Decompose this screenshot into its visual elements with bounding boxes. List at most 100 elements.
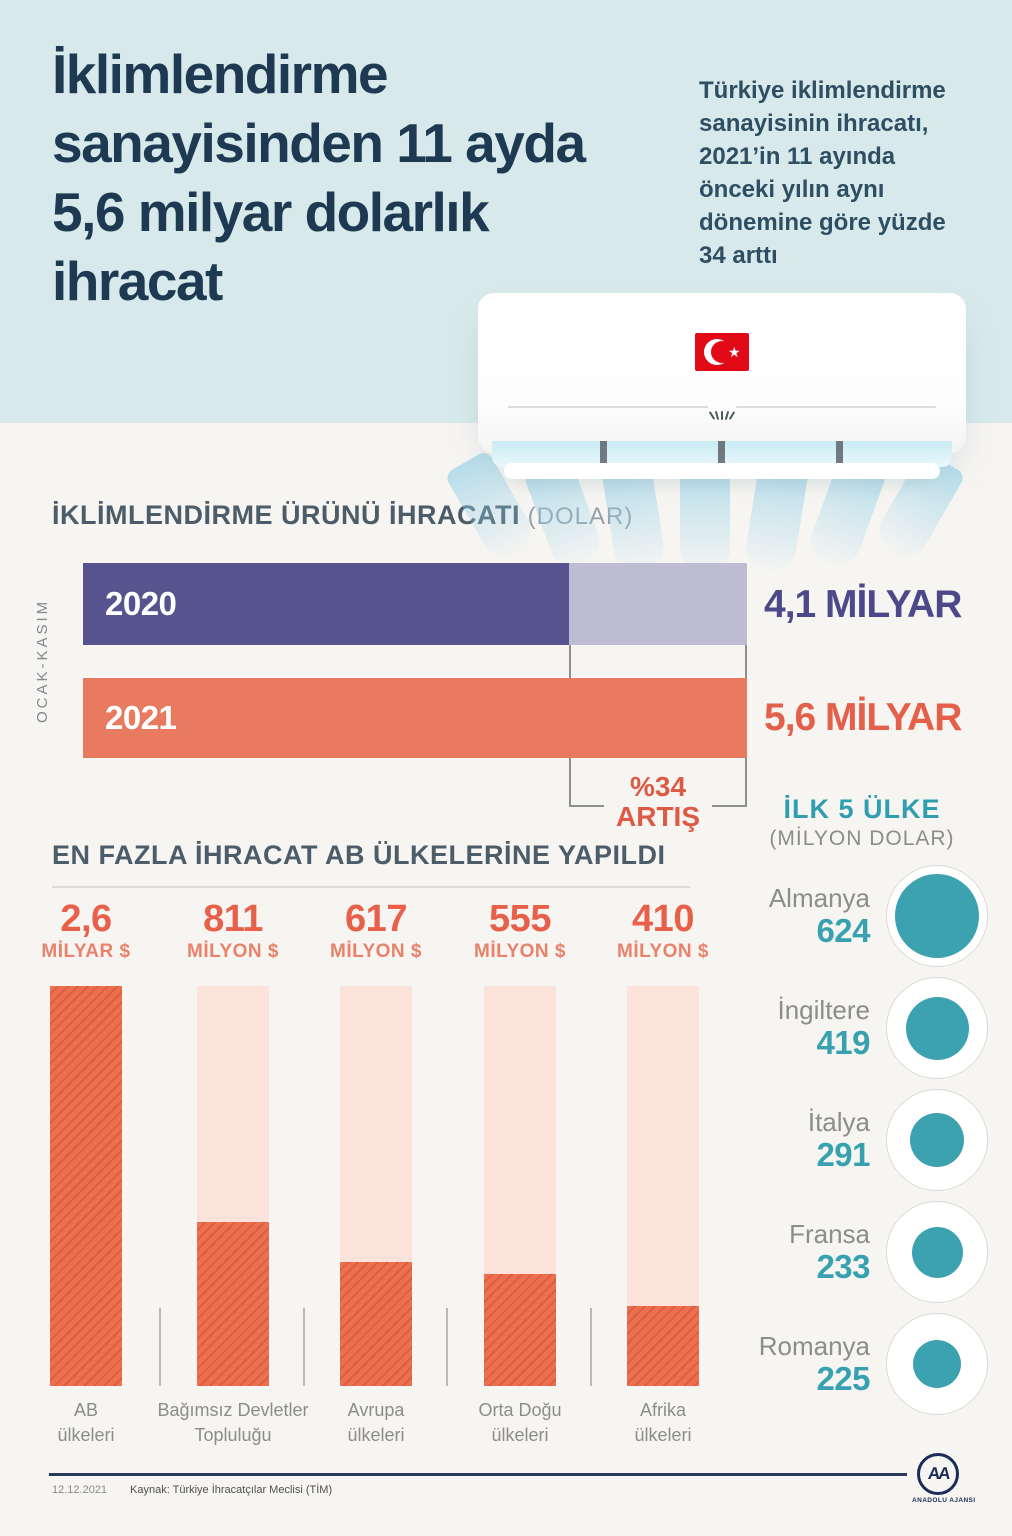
top5-panel-header: İLK 5 ÜLKE (MİLYON DOLAR): [742, 793, 982, 853]
ac-flap: [504, 463, 940, 479]
export-bar-column: 410 MİLYON $ Afrika ülkeleri: [590, 898, 736, 1450]
top5-title: İLK 5 ÜLKE: [783, 794, 941, 824]
top5-item: Almanya 624: [736, 860, 988, 972]
footer-date: 12.12.2021: [52, 1484, 108, 1496]
column-divider: [446, 1308, 448, 1386]
bar-fill: [627, 1306, 699, 1386]
ac-unit: ★: [478, 293, 966, 479]
headline-line: ihracat: [52, 250, 223, 312]
column-label: Bağımsız Devletler Topluluğu: [150, 1398, 316, 1448]
column-divider: [590, 1308, 592, 1386]
top5-item-text: İngiltere 419: [736, 995, 886, 1061]
top5-item: Fransa 233: [736, 1196, 988, 1308]
column-value: 2,6: [60, 898, 112, 940]
increase-bracket: %34 ARTIŞ: [569, 645, 747, 832]
headline-line: İklimlendirme: [52, 43, 389, 105]
year-comparison-chart: %34 ARTIŞ 2020 2021 4,1 MİLYAR 5,6 MİLYA…: [83, 563, 962, 833]
bubble-outer: [886, 1089, 988, 1191]
country-value: 419: [816, 1024, 870, 1061]
column-divider: [159, 1308, 161, 1386]
intro-line: 34 arttı: [699, 242, 778, 269]
intro-line: dönemine göre yüzde: [699, 209, 946, 236]
intro-line: Türkiye iklimlendirme: [699, 77, 946, 104]
top5-item-text: İtalya 291: [736, 1107, 886, 1173]
country-name: Fransa: [789, 1219, 870, 1249]
top5-item: İngiltere 419: [736, 972, 988, 1084]
bar-track: [627, 986, 699, 1386]
export-bar-column: 617 MİLYON $ Avrupa ülkeleri: [303, 898, 449, 1450]
top5-item: İtalya 291: [736, 1084, 988, 1196]
column-label-line: ülkeleri: [491, 1425, 549, 1445]
footer-rule: [49, 1473, 907, 1476]
headline-line: sanayisinden 11 ayda: [52, 112, 586, 174]
export-bar-column: 811 MİLYON $ Bağımsız Devletler Topluluğ…: [157, 898, 308, 1450]
column-label-line: Topluluğu: [194, 1425, 272, 1445]
air-streams: [418, 449, 1012, 583]
ac-vent-line: [736, 406, 936, 408]
top5-item: Romanya 225: [736, 1308, 988, 1420]
column-label-line: ülkeleri: [634, 1425, 692, 1445]
headline: İklimlendirme sanayisinden 11 ayda 5,6 m…: [52, 40, 682, 316]
air-stream: [742, 463, 809, 576]
increase-pct: %34: [629, 771, 687, 802]
year-label-2021: 2021: [105, 699, 177, 736]
year-bar-2020-fill: [83, 563, 570, 645]
bar-fill: [484, 1274, 556, 1386]
bubble-dot: [895, 874, 979, 958]
country-value: 225: [816, 1360, 870, 1397]
section-title-text: İKLİMLENDİRME ÜRÜNÜ İHRACATI: [52, 500, 520, 530]
ac-vent-line: [508, 406, 708, 408]
period-axis-label: OCAK-KASIM: [34, 598, 51, 724]
column-label-line: Orta Doğu: [478, 1400, 562, 1420]
bubble-dot: [911, 1226, 963, 1278]
column-label-line: ülkeleri: [347, 1425, 405, 1445]
bar-fill: [50, 986, 122, 1386]
top5-item-text: Romanya 225: [736, 1331, 886, 1397]
bar-track: [50, 986, 122, 1386]
country-name: İtalya: [807, 1107, 870, 1137]
column-unit: MİLYON $: [617, 941, 709, 962]
bar-fill: [340, 1262, 412, 1386]
bubble-dot: [905, 996, 969, 1060]
footer-source: Kaynak: Türkiye İhracatçılar Meclisi (Tİ…: [130, 1484, 333, 1496]
column-unit: MİLYON $: [474, 941, 566, 962]
increase-word: ARTIŞ: [616, 801, 701, 832]
bubble-dot: [913, 1340, 961, 1388]
aa-logo-monogram: AA: [926, 1464, 950, 1483]
bubble-outer: [886, 1201, 988, 1303]
increase-annotation: %34 ARTIŞ: [604, 771, 713, 832]
value-label-2020: 4,1 MİLYAR: [764, 583, 962, 626]
aa-logo: AA ANADOLU AJANSI: [912, 1453, 976, 1504]
country-name: Romanya: [758, 1331, 870, 1361]
column-label-line: ülkeleri: [57, 1425, 115, 1445]
column-value: 617: [345, 898, 407, 940]
intro-line: önceki yılın aynı: [699, 176, 885, 203]
column-value: 555: [489, 898, 551, 940]
intro-line: 2021’in 11 ayında: [699, 143, 896, 170]
section-divider: [52, 886, 690, 888]
bubble-outer: [886, 1313, 988, 1415]
eu-exports-title: EN FAZLA İHRACAT AB ÜLKELERİNE YAPILDI: [52, 840, 666, 870]
top5-item-text: Fransa 233: [736, 1219, 886, 1285]
country-name: İngiltere: [777, 995, 871, 1025]
bar-track: [340, 986, 412, 1386]
ac-outlet: [492, 441, 952, 467]
column-unit: MİLYON $: [330, 941, 422, 962]
year-bar-2021: 2021: [83, 678, 747, 758]
column-label-line: Bağımsız Devletler: [157, 1400, 309, 1420]
agency-name: ANADOLU AJANSI: [912, 1497, 976, 1504]
value-label-2021: 5,6 MİLYAR: [764, 696, 962, 739]
bubble-outer: [886, 977, 988, 1079]
intro-paragraph: Türkiye iklimlendirme sanayisinin ihraca…: [699, 74, 969, 272]
column-value: 410: [632, 898, 694, 940]
air-stream: [601, 463, 668, 576]
top5-subtitle: (MİLYON DOLAR): [769, 827, 955, 850]
airflow-indicator-icon: [708, 410, 736, 421]
column-label-line: Avrupa: [347, 1400, 405, 1420]
column-label: Orta Doğu ülkeleri: [437, 1398, 603, 1448]
column-unit: MİLYON $: [187, 941, 279, 962]
column-divider: [303, 1308, 305, 1386]
flag-crescent-icon: [704, 339, 733, 365]
air-stream: [680, 468, 730, 573]
top5-item-text: Almanya 624: [736, 883, 886, 949]
